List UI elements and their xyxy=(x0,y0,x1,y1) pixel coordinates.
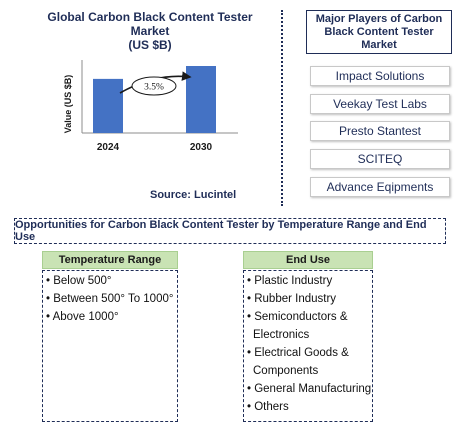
player-item: Veekay Test Labs xyxy=(310,94,450,114)
vertical-divider xyxy=(281,10,283,206)
player-item: Impact Solutions xyxy=(310,66,450,86)
player-item: SCITEQ xyxy=(310,149,450,169)
end-use-item: • Rubber Industry xyxy=(247,293,337,305)
end-use-header: End Use xyxy=(243,251,373,269)
temperature-item: • Below 500° xyxy=(46,275,112,287)
bar-chart: Value (US $B) 2024 2030 3.5% xyxy=(63,60,238,153)
players-header: Major Players of Carbon Black Content Te… xyxy=(306,10,452,54)
chart-title: Global Carbon Black Content Tester Marke… xyxy=(40,10,260,52)
end-use-item: • Others xyxy=(247,401,289,413)
chart-title-line1: Global Carbon Black Content Tester Marke… xyxy=(47,10,253,38)
end-use-item: • General Manufacturing xyxy=(247,383,372,395)
end-use-item: • Plastic Industry xyxy=(247,275,333,287)
end-use-item: • Semiconductors & xyxy=(247,311,348,323)
end-use-item: • Electrical Goods & xyxy=(247,347,349,359)
growth-label-bubble xyxy=(131,76,177,96)
end-use-item: Electronics xyxy=(253,329,310,341)
x-tick-label-2030: 2030 xyxy=(190,142,213,153)
end-use-box xyxy=(243,270,373,422)
y-axis-label: Value (US $B) xyxy=(63,75,73,134)
temperature-item: • Between 500° To 1000° xyxy=(46,293,174,305)
x-tick-label-2024: 2024 xyxy=(97,142,120,153)
temperature-range-header: Temperature Range xyxy=(42,251,178,269)
chart-title-line2: (US $B) xyxy=(128,38,172,52)
bar-2030 xyxy=(186,66,216,133)
player-item: Advance Eqipments xyxy=(310,177,450,197)
bar-2024 xyxy=(93,78,123,133)
source-label: Source: Lucintel xyxy=(150,189,237,201)
end-use-item: Components xyxy=(253,365,319,377)
growth-label: 3.5% xyxy=(144,83,164,93)
opportunities-header: Opportunities for Carbon Black Content T… xyxy=(14,218,446,244)
player-item: Presto Stantest xyxy=(310,121,450,141)
temperature-item: • Above 1000° xyxy=(46,311,119,323)
temperature-range-box xyxy=(42,270,178,422)
